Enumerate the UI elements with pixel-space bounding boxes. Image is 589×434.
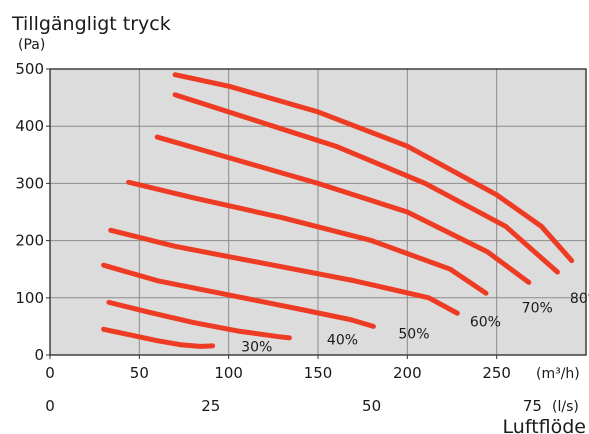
x-tick-label: 100 [214,364,243,382]
curve-label: 70% [522,301,553,317]
curve-label: 60% [470,314,501,330]
curve-label: 50% [398,326,429,342]
x-tick-label: 150 [304,364,333,382]
y-tick-label: 100 [15,289,44,307]
y-tick-label: 200 [15,232,44,250]
y-axis-unit: (Pa) [18,37,45,53]
fan-curve-50-percent [101,262,376,329]
curve-label: 30% [241,339,272,355]
x-tick-label: 200 [393,364,422,382]
fan-curve-40-percent [106,299,292,341]
y-tick-label: 400 [15,117,44,135]
x-axis-unit-secondary: (l/s) [552,399,579,415]
x-tick-label: 250 [482,364,511,382]
y-tick-label: 500 [15,60,44,78]
fan-curve-70-percent [126,179,489,296]
x2-tick-label: 25 [201,397,220,415]
fan-curve-100-percent [172,72,575,264]
plot-frame [49,68,587,356]
fan-curve-30-percent [101,326,216,349]
curve-label: 80% [570,291,589,307]
y-tick-label: 0 [34,346,44,364]
x2-tick-label: 75 [523,397,542,415]
x2-tick-label: 0 [45,397,55,415]
x2-tick-label: 50 [362,397,381,415]
x-tick-label: 50 [130,364,149,382]
fan-curve-80-percent [154,134,532,285]
x-axis-title: Luftflöde [503,416,586,434]
x-tick-label: 0 [45,364,55,382]
plot-area: 0 50 100 150 200 250 0 100 200 300 400 500 0 25 50 75 30… [15,60,589,415]
chart-title: Tillgängligt tryck [11,13,171,35]
curve-label: 40% [327,333,358,349]
fan-curve-90-percent [172,92,560,275]
y-tick-label: 300 [15,174,44,192]
x-axis-unit-primary: (m³/h) [536,366,580,382]
fan-curve-60-percent [108,227,460,316]
